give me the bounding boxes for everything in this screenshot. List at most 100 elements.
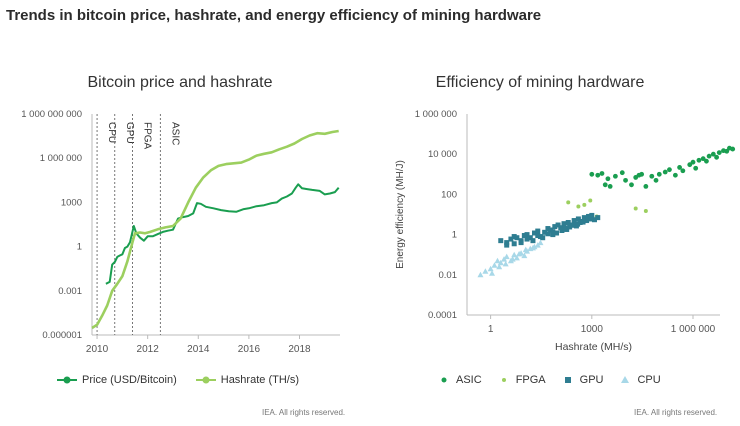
asic-point: [706, 153, 712, 159]
fpga-point: [582, 202, 587, 207]
x-tick-label: 2012: [137, 344, 160, 355]
asic-point: [687, 162, 693, 168]
gpu-point: [595, 215, 601, 221]
hashrate-line: [91, 129, 339, 330]
asic-point: [710, 151, 716, 157]
cpu-point: [511, 251, 518, 258]
gpu-point: [524, 232, 530, 238]
fpga-legend-swatch: [501, 378, 506, 382]
gpu-point: [550, 232, 556, 238]
gpu-point: [508, 236, 514, 242]
gpu-point: [565, 219, 571, 225]
cpu-point: [502, 260, 509, 267]
asic-point: [599, 171, 605, 176]
gpu-point: [562, 225, 568, 231]
asic-point: [730, 146, 736, 152]
legend-item-price[interactable]: Price (USD/Bitcoin): [56, 374, 177, 386]
x-tick-label: 1 000 000: [671, 324, 716, 335]
cpu-point: [489, 270, 496, 276]
asic-point: [716, 150, 722, 156]
asic-point: [693, 165, 699, 171]
cpu-point: [521, 252, 528, 259]
legend-item-hashrate[interactable]: Hashrate (TH/s): [195, 374, 299, 386]
price-line: [105, 183, 340, 285]
cpu-point: [482, 268, 489, 274]
fpga-point: [643, 208, 648, 213]
asic-legend-swatch: [441, 377, 447, 383]
gpu-point: [504, 242, 510, 248]
right-legend: ASIC FPGA GPU CPU: [440, 374, 679, 386]
asic-point: [724, 148, 730, 154]
gpu-point: [504, 240, 510, 246]
gpu-point: [559, 227, 565, 233]
legend-label-hashrate: Hashrate (TH/s): [220, 374, 299, 386]
cpu-point: [513, 254, 520, 261]
y-tick-label: 1: [452, 230, 457, 241]
cpu-point: [537, 239, 544, 246]
asic-point: [690, 159, 696, 165]
y-tick-label: 1: [77, 242, 82, 253]
efficiency-chart: 0.0001 0.01 1 100 10 000 1 000 000 1 1000 1 000 …: [395, 109, 736, 353]
left-chart-title: Bitcoin price and hashrate: [87, 74, 273, 91]
cpu-point: [497, 259, 504, 266]
gpu-point: [571, 218, 577, 224]
era-label: GPU: [124, 122, 135, 144]
gpu-point: [527, 235, 533, 241]
y-tick-label: 0.000001: [42, 330, 82, 341]
fpga-point: [566, 200, 571, 205]
legend-label-cpu: CPU: [637, 374, 661, 386]
asic-point: [656, 171, 662, 177]
cpu-point: [496, 263, 503, 270]
gpu-point: [585, 215, 591, 221]
asic-point: [672, 172, 678, 178]
asic-point: [639, 171, 645, 177]
cpu-point: [522, 246, 529, 253]
right-chart-title: Efficiency of mining hardware: [435, 74, 645, 91]
gpu-point: [535, 228, 541, 234]
asic-point: [612, 173, 618, 179]
cpu-point: [494, 257, 501, 264]
x-axis-label: Hashrate (MH/s): [555, 341, 632, 353]
gpu-point: [577, 219, 583, 225]
asic-point: [700, 156, 706, 162]
asic-point: [696, 157, 702, 163]
gpu-point: [570, 222, 576, 228]
asic-point: [653, 177, 659, 183]
asic-point: [602, 182, 608, 188]
gpu-point: [524, 236, 530, 242]
asic-point: [677, 165, 682, 170]
x-tick-label: 2014: [187, 344, 210, 355]
legend-item-asic[interactable]: ASIC: [440, 374, 482, 386]
legend-label-gpu: GPU: [579, 374, 604, 386]
right-footnote: IEA. All rights reserved.: [634, 408, 718, 417]
era-label: ASIC: [169, 122, 180, 145]
asic-point: [680, 168, 686, 174]
price-legend-swatch: [57, 376, 77, 384]
gpu-point: [552, 224, 558, 230]
y-tick-label: 0.001: [58, 286, 82, 297]
y-tick-label: 0.01: [439, 270, 458, 281]
legend-item-fpga[interactable]: FPGA: [500, 374, 546, 386]
gpu-point: [588, 214, 594, 220]
asic-point: [629, 182, 634, 188]
gpu-point: [554, 230, 560, 236]
gpu-point: [555, 222, 561, 228]
x-tick-label: 1000: [581, 324, 604, 335]
asic-point: [643, 184, 649, 189]
asic-point: [714, 154, 719, 160]
gpu-point: [511, 241, 517, 247]
gpu-legend-swatch: [564, 377, 571, 383]
y-tick-label: 1 000 000: [40, 153, 82, 164]
gpu-point: [545, 231, 551, 237]
legend-item-cpu[interactable]: CPU: [621, 374, 661, 386]
asic-point: [704, 158, 709, 164]
y-tick-label: 10 000: [428, 149, 457, 160]
legend-item-gpu[interactable]: GPU: [564, 374, 604, 386]
legend-label-price: Price (USD/Bitcoin): [82, 374, 177, 386]
fpga-point: [633, 206, 638, 211]
gpu-point: [535, 233, 541, 239]
legend-label-asic: ASIC: [456, 374, 482, 386]
gpu-point: [591, 217, 597, 223]
gpu-point: [511, 234, 517, 240]
fpga-point: [588, 198, 593, 203]
